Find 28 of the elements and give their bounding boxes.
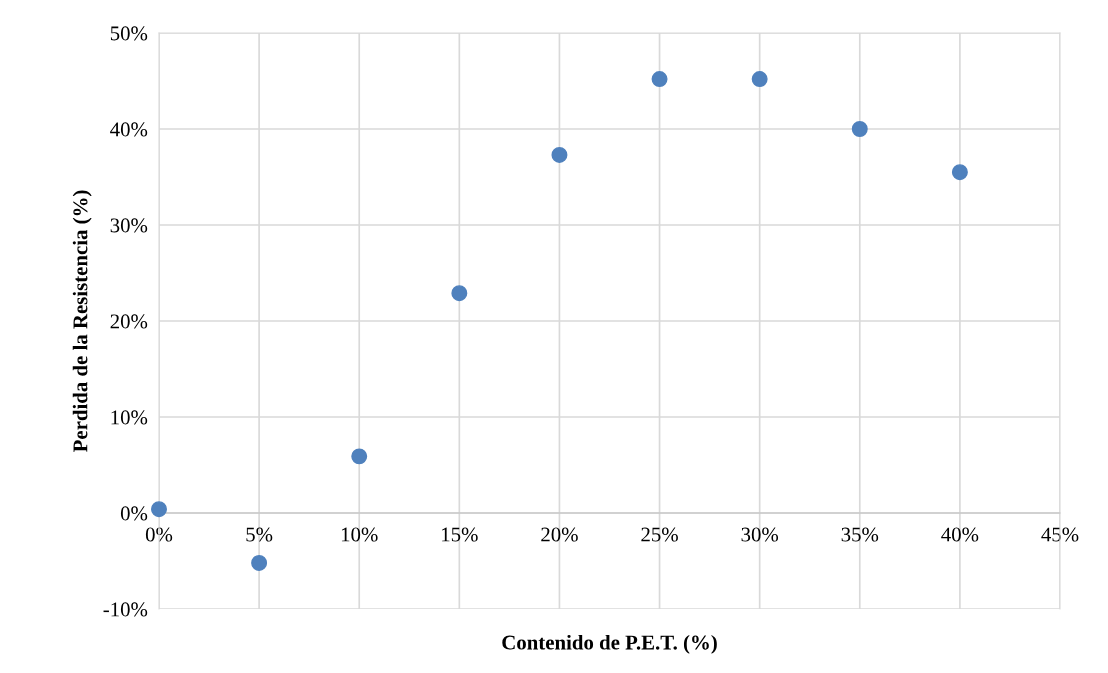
- point: [751, 71, 768, 88]
- x-tick-label: 35%: [841, 527, 879, 542]
- x-tick-label: 20%: [541, 527, 578, 542]
- x-tick-label: 0%: [145, 527, 173, 542]
- point: [351, 448, 368, 465]
- y-tick-label: 50%: [110, 26, 148, 41]
- point: [651, 71, 668, 88]
- x-tick-label: 10%: [341, 527, 378, 542]
- point: [251, 554, 268, 571]
- x-tick-label: 45%: [1041, 527, 1079, 542]
- x-tick-label: 40%: [941, 527, 979, 542]
- x-tick-label: 5%: [246, 527, 273, 542]
- point: [851, 121, 868, 137]
- y-tick-label: 40%: [110, 122, 148, 137]
- point: [451, 285, 468, 302]
- y-tick-label: 10%: [111, 410, 148, 425]
- point: [551, 146, 568, 163]
- y-axis-title: Perdida de la Resistencia (%): [72, 190, 92, 452]
- x-tick-label: 30%: [741, 527, 779, 542]
- y-tick-label: 20%: [110, 314, 148, 329]
- y-tick-label: 0%: [120, 506, 148, 521]
- point: [151, 501, 167, 518]
- x-tick-label: 15%: [442, 527, 478, 542]
- point: [951, 164, 968, 181]
- x-tick-label: 25%: [641, 527, 678, 542]
- y-tick-label: -10%: [103, 602, 148, 617]
- y-tick-label: 30%: [110, 218, 148, 233]
- x-axis-title: Contenido de P.E.T. (%): [502, 634, 717, 654]
